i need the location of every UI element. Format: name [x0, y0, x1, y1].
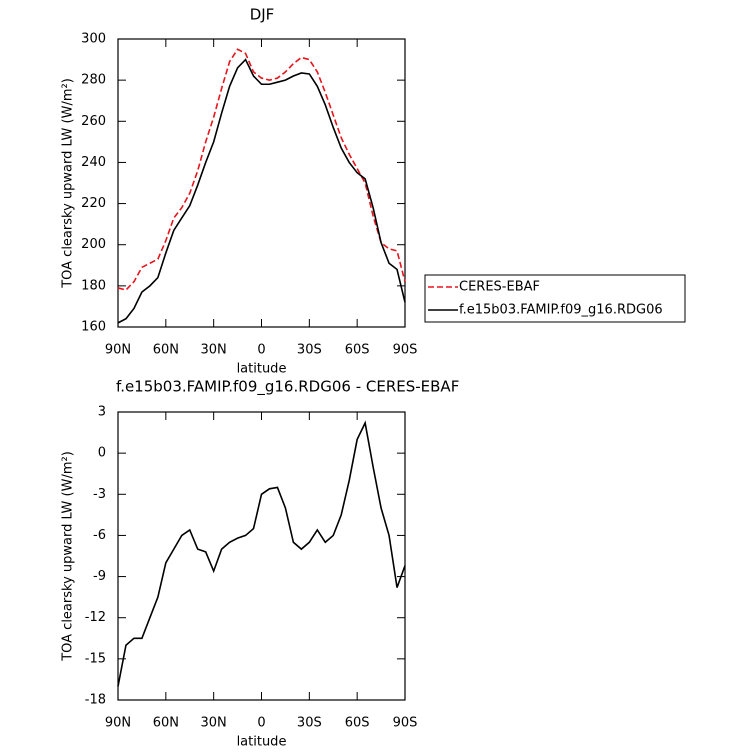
chart-title: DJF — [250, 6, 275, 24]
y-tick-label: 3 — [98, 405, 106, 420]
x-tick-label: 60N — [153, 716, 179, 731]
series-line — [117, 58, 406, 324]
legend: CERES-EBAF f.e15b03.FAMIP.f09_g16.RDG06 — [424, 274, 686, 323]
y-tick-label: -3 — [93, 487, 106, 502]
y-tick-label: 240 — [81, 155, 106, 170]
legend-box — [424, 274, 686, 323]
y-tick-label: -15 — [85, 651, 106, 666]
x-tick-label: 0 — [257, 343, 265, 358]
legend-label: CERES-EBAF — [459, 280, 540, 295]
y-axis-label: TOA clearsky upward LW (W/m²) — [61, 451, 76, 662]
y-tick-label: 220 — [81, 196, 106, 211]
x-tick-label: 90S — [393, 716, 418, 731]
chart-title: f.e15b03.FAMIP.f09_g16.RDG06 - CERES-EBA… — [116, 378, 459, 397]
x-tick-label: 30N — [201, 716, 227, 731]
y-tick-label: 180 — [81, 278, 106, 293]
x-tick-label: 60S — [345, 343, 370, 358]
y-tick-label: -12 — [85, 610, 106, 625]
x-tick-label: 90S — [393, 343, 418, 358]
series-line — [117, 420, 406, 687]
x-tick-label: 90N — [105, 343, 131, 358]
x-axis-label: latitude — [237, 362, 287, 377]
y-tick-label: 160 — [81, 320, 106, 335]
x-tick-label: 90N — [105, 716, 131, 731]
y-tick-label: 300 — [81, 32, 106, 47]
plot-frame — [117, 38, 406, 328]
x-tick-label: 30S — [297, 716, 322, 731]
x-tick-label: 30N — [201, 343, 227, 358]
x-tick-label: 0 — [257, 716, 265, 731]
y-tick-label: -9 — [93, 569, 106, 584]
x-tick-label: 30S — [297, 343, 322, 358]
plot-frame — [117, 411, 406, 701]
x-tick-label: 60N — [153, 343, 179, 358]
y-tick-label: 260 — [81, 114, 106, 129]
legend-label: f.e15b03.FAMIP.f09_g16.RDG06 — [459, 303, 663, 318]
y-tick-label: 0 — [98, 446, 106, 461]
x-axis-label: latitude — [237, 735, 287, 750]
y-tick-label: -18 — [85, 693, 106, 708]
y-tick-label: 200 — [81, 237, 106, 252]
x-tick-label: 60S — [345, 716, 370, 731]
y-tick-label: 280 — [81, 73, 106, 88]
series-line — [117, 48, 406, 291]
y-tick-label: -6 — [93, 528, 106, 543]
y-axis-label: TOA clearsky upward LW (W/m²) — [61, 78, 76, 289]
